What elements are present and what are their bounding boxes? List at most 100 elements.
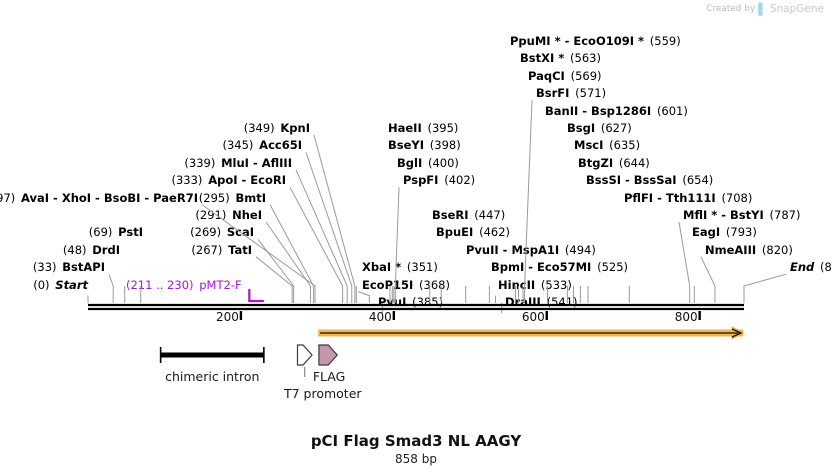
site-name-pflfi: PflFI - Tth111I — [624, 190, 722, 205]
site-position-bseyi: (398) — [429, 138, 461, 153]
site-label-kpni[interactable]: (349) KpnI — [244, 122, 310, 134]
site-position-avai: (297) — [0, 190, 16, 205]
site-label-msci[interactable]: MscI (635) — [574, 139, 640, 151]
site-position-haeii: (395) — [427, 121, 459, 135]
site-name-nmeaiii: NmeAIII — [705, 242, 762, 257]
site-name-pspfi: PspFI — [403, 173, 445, 188]
site-label-bstapi[interactable]: (33) BstAPI — [33, 261, 105, 273]
site-label-btgzi[interactable]: BtgZI (644) — [578, 157, 650, 169]
site-label-bsssi[interactable]: BssSI - BssSaI (654) — [586, 174, 713, 186]
site-label-nhei[interactable]: (291) NheI — [195, 209, 262, 221]
leader-line-tati — [255, 256, 293, 303]
site-label-tati[interactable]: (267) TatI — [191, 244, 252, 256]
site-position-bsrfi: (571) — [575, 86, 607, 101]
site-position-ppumi: (559) — [649, 34, 681, 48]
orf-arrow-inner-line — [320, 328, 743, 338]
leader-line-ecop15i — [357, 291, 370, 303]
site-label-drdi[interactable]: (48) DrdI — [63, 244, 120, 256]
site-label-avai[interactable]: (297) AvaI - XhoI - BsoBI - PaeR7I — [0, 192, 198, 204]
primer-mark-pmt2f[interactable] — [248, 289, 264, 303]
site-name-start: Start — [55, 277, 88, 292]
site-name-bseyi: BseYI — [388, 138, 430, 153]
site-label-xbai[interactable]: XbaI * (351) — [362, 261, 438, 273]
site-name-bseri: BseRI — [432, 208, 475, 222]
feature-label-t7-promoter: T7 promoter — [283, 386, 362, 401]
site-label-bpmi[interactable]: BpmI - Eco57MI (525) — [491, 261, 628, 273]
site-label-bseri[interactable]: BseRI (447) — [432, 209, 505, 221]
leader-line-bstapi — [108, 274, 114, 303]
site-label-bstxi[interactable]: BstXI * (563) — [520, 52, 601, 64]
site-position-tati: (267) — [191, 242, 229, 257]
site-label-bseyi[interactable]: BseYI (398) — [388, 139, 461, 151]
site-position-end: (858) — [820, 260, 832, 275]
leader-line-apoi — [289, 186, 344, 303]
primer-label-pmt2f[interactable]: (211 .. 230) pMT2-F — [126, 279, 242, 291]
leader-line-pspfi — [394, 187, 400, 303]
leader-line-avai — [201, 204, 316, 303]
site-label-psti[interactable]: (69) PstI — [89, 226, 143, 238]
page-subtitle: 858 bp — [395, 452, 437, 466]
leader-line-nmeaiii — [700, 256, 716, 303]
leader-line-mfli — [678, 221, 691, 303]
site-label-pflfi[interactable]: PflFI - Tth111I (708) — [624, 192, 752, 204]
site-name-bpmi: BpmI - Eco57MI — [491, 260, 598, 275]
site-position-xbai: (351) — [406, 260, 438, 275]
site-name-end: End — [790, 260, 821, 275]
site-label-pvuii[interactable]: PvuII - MspA1I (494) — [466, 244, 596, 256]
site-label-hincii[interactable]: HincII (533) — [498, 279, 572, 291]
site-label-mfli[interactable]: MflI * - BstYI (787) — [683, 209, 800, 221]
site-label-apoi[interactable]: (333) ApoI - EcoRI — [172, 174, 287, 186]
site-position-start: (0) — [33, 277, 56, 292]
leader-line-kpni — [313, 134, 356, 303]
site-name-bsrfi: BsrFI — [536, 86, 576, 101]
site-label-bmti[interactable]: (295) BmtI — [199, 192, 266, 204]
site-label-end[interactable]: End (858) — [790, 261, 832, 273]
site-label-bpuei[interactable]: BpuEI (462) — [436, 226, 510, 238]
site-name-pvuii: PvuII - MspA1I — [466, 242, 565, 257]
site-label-bgli[interactable]: BglI (400) — [397, 157, 459, 169]
site-label-banii[interactable]: BanII - Bsp1286I (601) — [545, 105, 688, 117]
site-name-bpuei: BpuEI — [436, 225, 480, 240]
site-label-bsgi[interactable]: BsgI (627) — [567, 122, 632, 134]
site-label-mlui[interactable]: (339) MluI - AflIII — [184, 157, 292, 169]
site-name-avai: AvaI - XhoI - BsoBI - PaeR7I — [21, 190, 198, 205]
site-position-bseri: (447) — [474, 208, 506, 222]
leader-line-bsrfi — [524, 100, 533, 303]
site-label-nmeaiii[interactable]: NmeAIII (820) — [705, 244, 793, 256]
site-label-haeii[interactable]: HaeII (395) — [388, 122, 458, 134]
site-label-ecop15i[interactable]: EcoP15I (368) — [362, 279, 450, 291]
site-position-paqci: (569) — [570, 68, 602, 83]
site-position-nhei: (291) — [195, 208, 233, 222]
site-name-btgzi: BtgZI — [578, 155, 619, 170]
site-position-pspfi: (402) — [444, 173, 476, 188]
site-position-drdi: (48) — [62, 242, 93, 257]
site-position-banii: (601) — [656, 103, 688, 118]
site-label-ppumi[interactable]: PpuMI * - EcoO109I * (559) — [510, 35, 681, 47]
site-name-ppumi: PpuMI * - EcoO109I * — [510, 34, 650, 48]
site-position-eagi: (793) — [725, 225, 757, 240]
leader-line-mlui — [295, 169, 348, 303]
primer-range: (211 .. 230) — [126, 277, 200, 292]
site-label-start[interactable]: (0) Start — [33, 279, 88, 291]
site-name-acc65i: Acc65I — [259, 138, 302, 153]
site-label-paqci[interactable]: PaqCI (569) — [528, 70, 602, 82]
site-name-ecop15i: EcoP15I — [362, 277, 420, 292]
leader-line-end — [743, 273, 787, 303]
site-name-bstapi: BstAPI — [62, 260, 105, 275]
site-position-bpmi: (525) — [597, 260, 629, 275]
site-label-pspfi[interactable]: PspFI (402) — [403, 174, 475, 186]
site-label-eagi[interactable]: EagI (793) — [692, 226, 757, 238]
site-name-kpni: KpnI — [280, 121, 310, 135]
site-name-haeii: HaeII — [388, 121, 428, 135]
feature-arrow-t7-promoter[interactable] — [296, 344, 313, 366]
site-name-mlui: MluI - AflIII — [221, 155, 292, 170]
site-position-bstxi: (563) — [570, 51, 601, 66]
site-label-bsrfi[interactable]: BsrFI (571) — [536, 87, 606, 99]
site-name-drdi: DrdI — [92, 242, 120, 257]
site-position-bstapi: (33) — [32, 260, 63, 275]
site-name-tati: TatI — [228, 242, 252, 257]
snapgene-watermark: Created by ▌ SnapGene — [706, 3, 824, 15]
site-label-acc65i[interactable]: (345) Acc65I — [222, 139, 302, 151]
feature-arrow-flag[interactable] — [318, 344, 339, 366]
